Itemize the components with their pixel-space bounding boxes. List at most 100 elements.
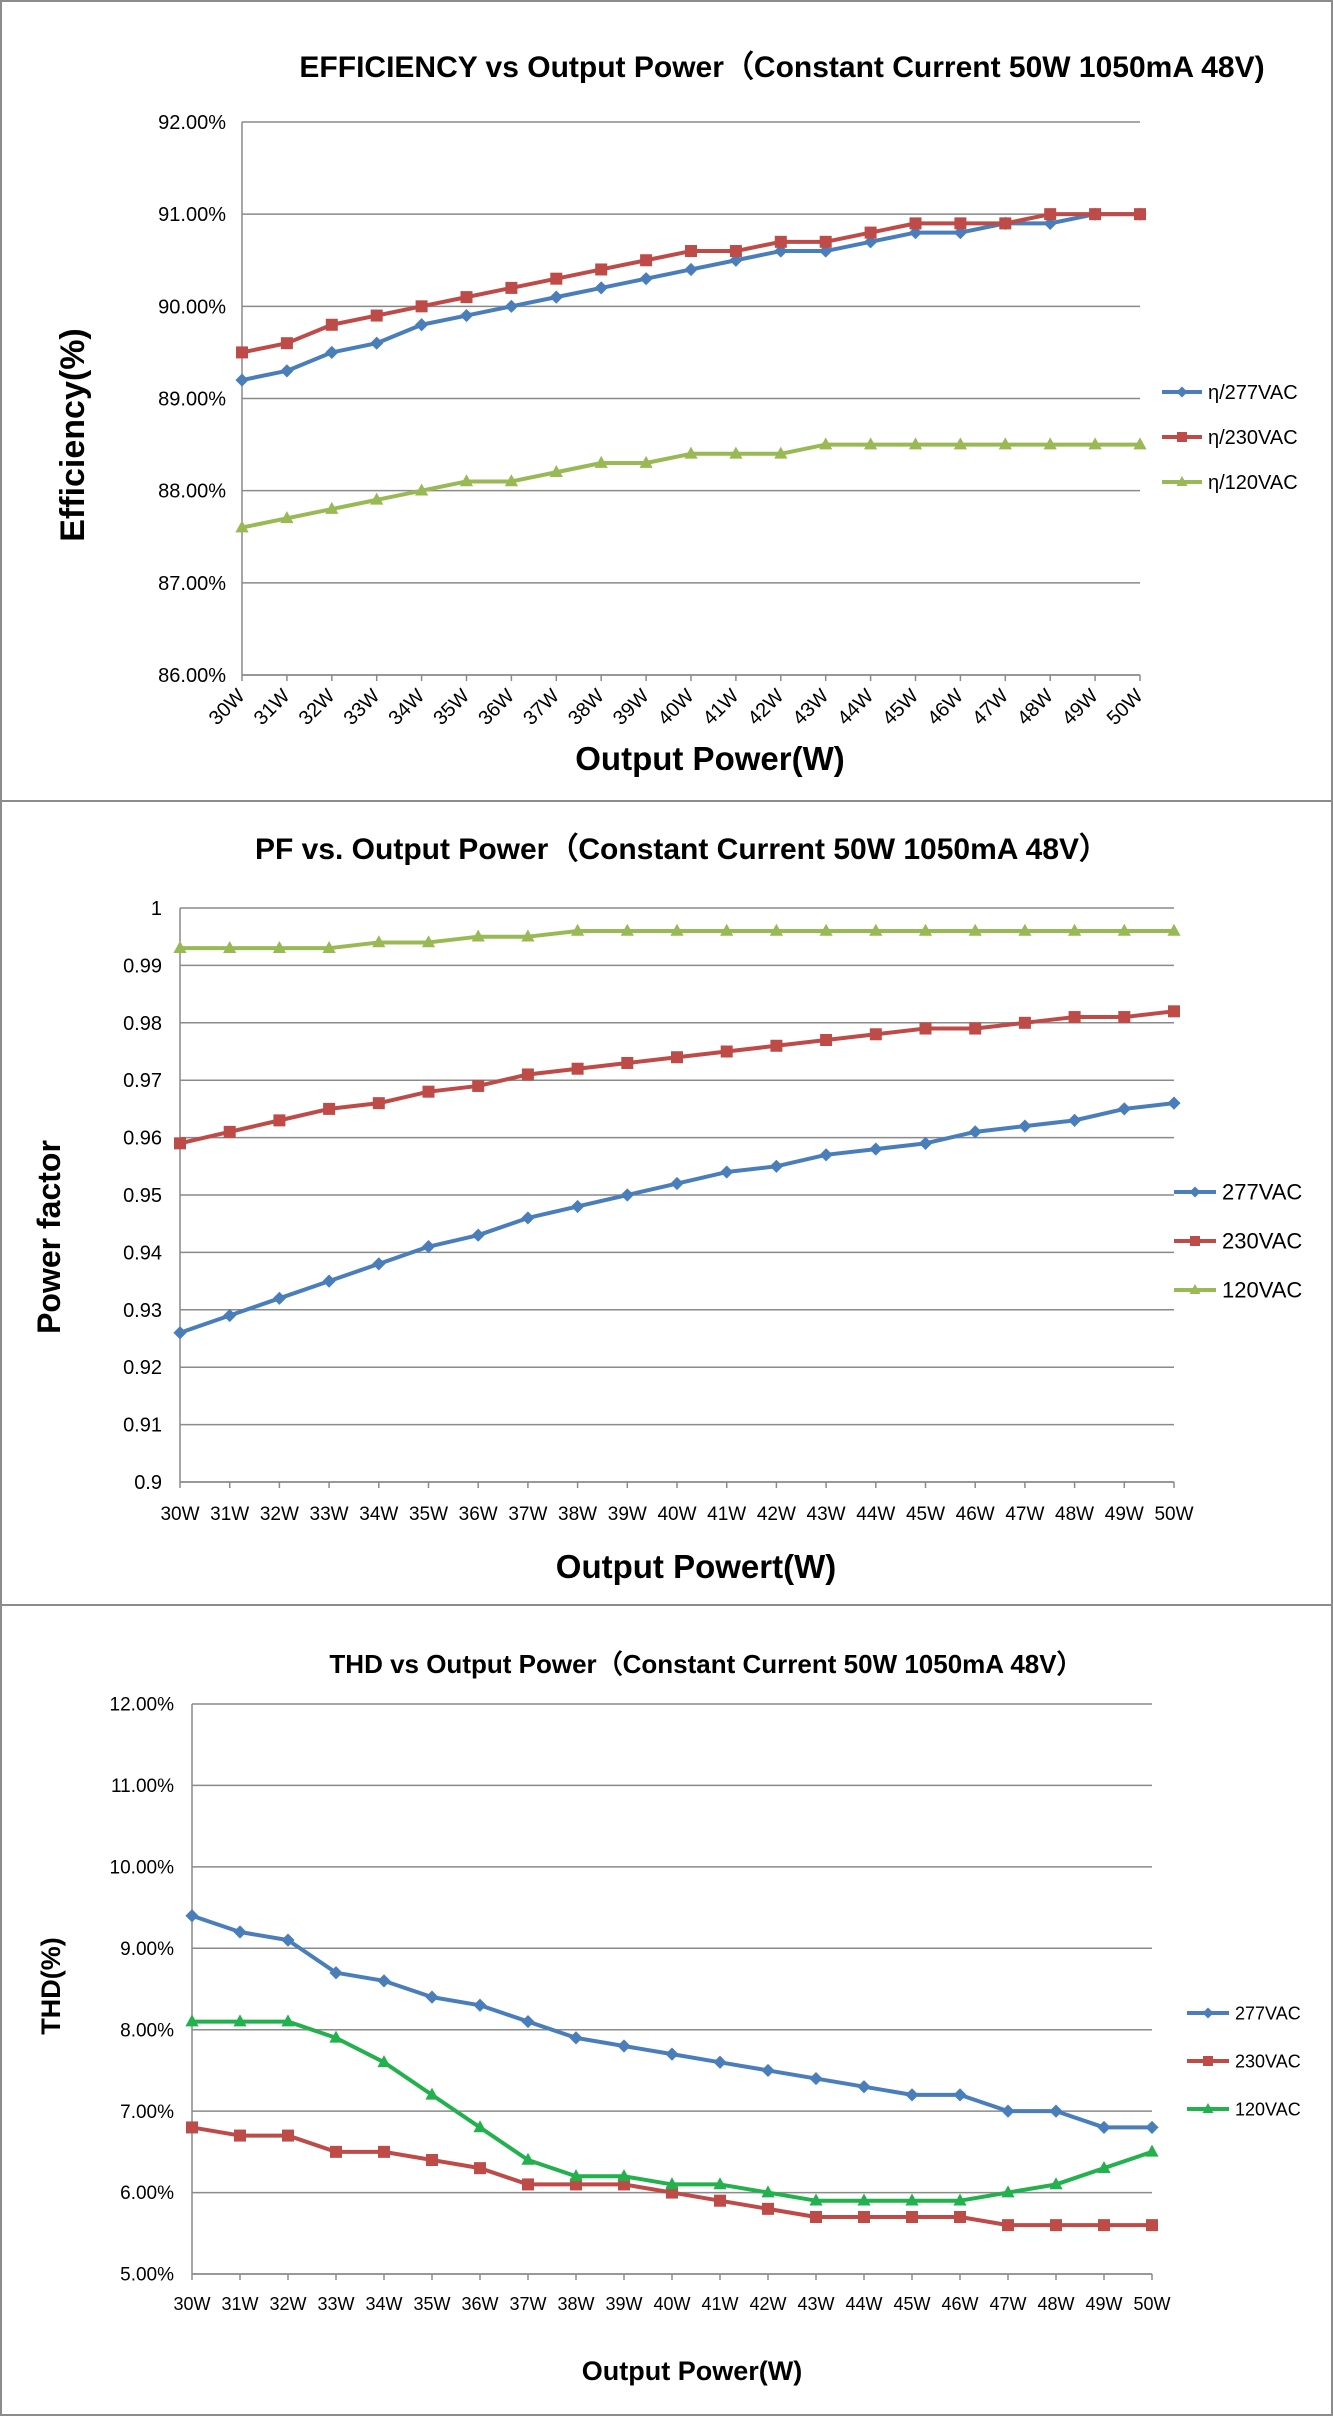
x-tick-label: 46W xyxy=(941,2294,978,2314)
data-point xyxy=(670,1176,684,1191)
power-factor-chart-panel: PF vs. Output Power（Constant Current 50W… xyxy=(0,802,1333,1606)
data-point xyxy=(1097,2120,1111,2135)
data-point xyxy=(621,1056,634,1069)
x-tick-label: 46W xyxy=(956,1504,995,1525)
x-tick-label: 30W xyxy=(173,2294,210,2314)
x-tick-label: 50W xyxy=(1133,2294,1170,2314)
series-line xyxy=(191,1913,1152,2130)
x-tick-label: 34W xyxy=(359,1504,398,1525)
x-tick-label: 37W xyxy=(508,1504,547,1525)
data-point xyxy=(549,290,563,304)
x-tick-label: 35W xyxy=(429,685,474,730)
data-point xyxy=(459,474,474,487)
y-tick-label: 0.91 xyxy=(123,1415,162,1437)
data-point xyxy=(819,235,832,248)
legend-marker xyxy=(1177,432,1187,442)
y-tick-label: 8.00% xyxy=(120,2020,174,2041)
data-point xyxy=(280,511,294,524)
x-tick-label: 43W xyxy=(789,685,834,730)
data-point xyxy=(1068,923,1082,936)
legend-marker xyxy=(1176,476,1188,486)
data-point xyxy=(185,1909,199,1923)
chart-title: EFFICIENCY vs Output Power（Constant Curr… xyxy=(299,50,1264,84)
gridlines xyxy=(242,121,1140,676)
legend-entry: 230VAC xyxy=(1187,2051,1301,2071)
data-point xyxy=(1167,923,1181,936)
y-tick-label: 0.95 xyxy=(123,1185,162,1207)
data-point xyxy=(819,437,833,450)
x-tick-label: 43W xyxy=(807,1504,846,1525)
data-point xyxy=(1167,1096,1181,1110)
x-tick-label: 48W xyxy=(1055,1504,1094,1525)
data-point xyxy=(281,2014,295,2027)
data-point xyxy=(282,2129,294,2142)
y-tick-label: 0.99 xyxy=(123,955,162,977)
data-point xyxy=(1050,2219,1062,2232)
data-point xyxy=(415,300,428,313)
x-tick-label: 35W xyxy=(413,2294,450,2314)
data-point xyxy=(906,2211,918,2223)
data-point xyxy=(460,291,473,304)
legend-label: 277VAC xyxy=(1222,1180,1302,1205)
data-point xyxy=(185,2014,199,2027)
x-tick-label: 49W xyxy=(1058,685,1103,730)
data-point xyxy=(571,923,585,936)
y-tick-label: 0.98 xyxy=(123,1013,162,1035)
data-point xyxy=(173,1326,187,1340)
y-tick-label: 89.00% xyxy=(158,389,226,411)
data-point xyxy=(1088,437,1102,450)
data-point xyxy=(421,935,436,948)
data-point xyxy=(1117,923,1131,936)
data-point xyxy=(372,1257,386,1271)
chart-title: THD vs Output Power（Constant Current 50W… xyxy=(329,1649,1082,1679)
x-tick-label: 38W xyxy=(558,1504,597,1525)
y-tick-label: 0.97 xyxy=(123,1070,162,1092)
x-tick-label: 47W xyxy=(1005,1504,1044,1525)
x-tick-label: 37W xyxy=(519,685,564,730)
data-point xyxy=(998,437,1012,450)
data-point xyxy=(325,501,339,514)
x-axis-label: Output Powert(W) xyxy=(556,1548,836,1585)
data-point xyxy=(235,373,249,387)
y-tick-label: 88.00% xyxy=(158,481,226,503)
data-point xyxy=(714,2194,726,2207)
legend-marker xyxy=(1202,2103,1214,2113)
data-point xyxy=(620,923,634,936)
x-tick-label: 46W xyxy=(923,685,968,730)
data-point xyxy=(639,272,653,286)
data-point xyxy=(550,272,563,285)
data-point xyxy=(713,2177,727,2190)
data-point xyxy=(281,1933,295,1947)
data-point xyxy=(473,2120,487,2133)
gridlines xyxy=(180,907,1174,1483)
data-point xyxy=(665,2047,679,2061)
data-point xyxy=(999,217,1012,230)
legend-label: 230VAC xyxy=(1222,1229,1302,1254)
x-tick-label: 33W xyxy=(310,1504,349,1525)
data-point xyxy=(869,923,883,936)
data-point xyxy=(473,1998,487,2012)
x-tick-label: 40W xyxy=(657,1504,696,1525)
y-tick-label: 87.00% xyxy=(158,573,226,595)
data-point xyxy=(1089,208,1102,221)
data-point xyxy=(233,2014,247,2027)
x-tick-label: 40W xyxy=(654,685,699,730)
legend-label: 120VAC xyxy=(1235,2099,1301,2119)
y-axis-label: Efficiency(%) xyxy=(54,328,92,542)
legend-label: η/120VAC xyxy=(1208,472,1298,494)
x-tick-label: 47W xyxy=(968,685,1013,730)
data-point xyxy=(471,1228,485,1242)
data-point xyxy=(918,1136,933,1150)
data-point xyxy=(186,2121,198,2134)
data-point xyxy=(769,1159,783,1173)
data-point xyxy=(905,2088,919,2102)
series-120vac xyxy=(173,923,1181,953)
x-tick-label: 41W xyxy=(701,2294,738,2314)
legend-label: η/277VAC xyxy=(1208,382,1298,404)
x-tick-label: 40W xyxy=(653,2294,690,2314)
data-point xyxy=(819,1148,833,1162)
x-tick-label: 44W xyxy=(856,1504,895,1525)
data-point xyxy=(620,1188,634,1202)
legend-entry: η/120VAC xyxy=(1162,472,1298,494)
